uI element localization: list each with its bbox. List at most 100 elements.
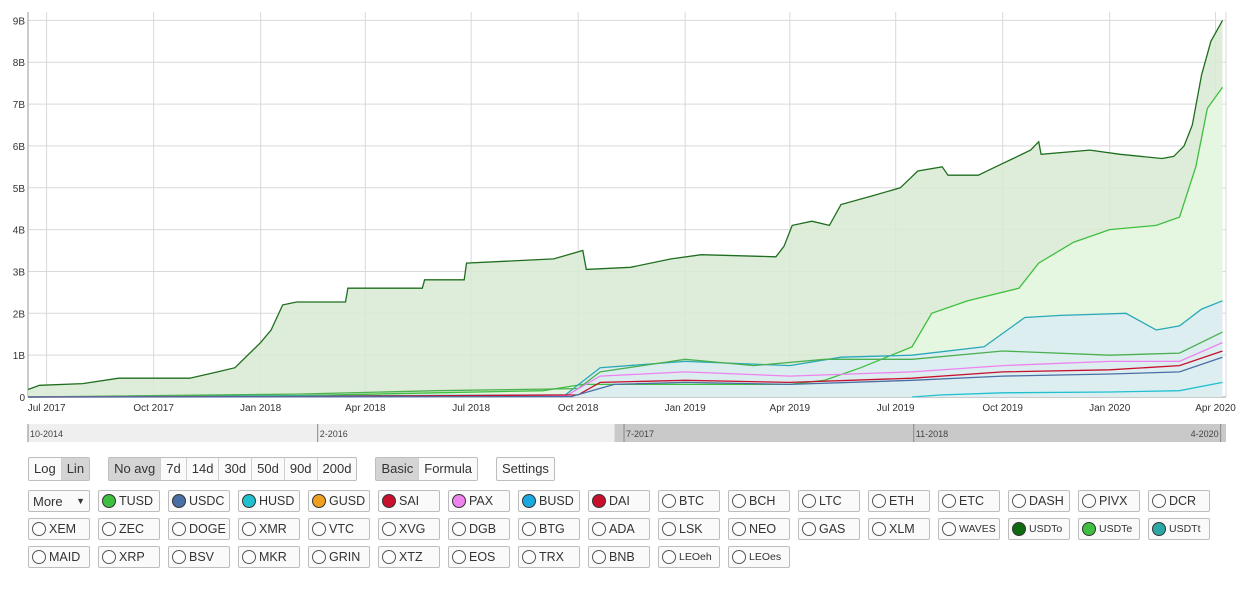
navigator-label: 7-2017 [626,429,654,439]
x-tick-label: Oct 2017 [133,403,174,414]
coin-toggle-trx[interactable]: TRX [518,546,580,568]
coin-label: NEO [749,522,777,536]
coin-toggle-gas[interactable]: GAS [798,518,860,540]
coin-label: HUSD [259,494,295,508]
scale-log-button[interactable]: Log [29,458,62,480]
coin-label: TUSD [119,494,154,508]
coin-toggle-leoes[interactable]: LEOes [728,546,790,568]
coin-toggle-neo[interactable]: NEO [728,518,790,540]
navigator-label: 4-2020 [1191,429,1219,439]
coin-toggle-eos[interactable]: EOS [448,546,510,568]
area-usdtt [28,300,1223,397]
radio-icon [1012,522,1026,536]
coin-selector: More ▼ TUSD USDC HUSD GUSD SAI PAX BUSD DAI BTC BCH… [28,490,1228,574]
coin-toggle-xem[interactable]: XEM [28,518,90,540]
avg-50d-button[interactable]: 50d [252,458,285,480]
area-usdto [28,20,1223,398]
coin-toggle-btg[interactable]: BTG [518,518,580,540]
avg-no-avg-button[interactable]: No avg [109,458,162,480]
coin-label: XTZ [399,550,423,564]
coin-toggle-etc[interactable]: ETC [938,490,1000,512]
coin-label: WAVES [959,523,996,535]
radio-icon [662,550,676,564]
avg-7d-button[interactable]: 7d [161,458,187,480]
coin-toggle-sai[interactable]: SAI [378,490,440,512]
mode-basic-button[interactable]: Basic [376,458,420,480]
average-toggle: No avg 7d 14d 30d 50d 90d 200d [108,457,358,481]
radio-icon [1082,522,1096,536]
x-tick-label: Apr 2018 [345,403,386,414]
coin-label: XEM [49,522,77,536]
coin-label: MAID [49,550,81,564]
coin-toggle-xmr[interactable]: XMR [238,518,300,540]
settings-button[interactable]: Settings [501,461,549,476]
mode-formula-button[interactable]: Formula [424,461,472,476]
coin-toggle-ltc[interactable]: LTC [798,490,860,512]
coin-row: MAID XRP BSV MKR GRIN XTZ EOS TRX BNB LEOeh LEOes [28,546,1228,568]
radio-icon [662,522,676,536]
radio-icon [732,522,746,536]
y-tick-label: 0 [19,393,25,404]
coin-toggle-usdte[interactable]: USDTe [1078,518,1140,540]
coin-toggle-pax[interactable]: PAX [448,490,510,512]
coin-toggle-xtz[interactable]: XTZ [378,546,440,568]
line-usdto [27,20,1224,391]
radio-icon [942,494,956,508]
coin-toggle-leoeh[interactable]: LEOeh [658,546,720,568]
navigator-selection[interactable] [614,424,1226,442]
coin-toggle-bch[interactable]: BCH [728,490,790,512]
radio-icon [732,550,746,564]
scale-toggle: Log Lin [28,457,91,481]
coin-toggle-btc[interactable]: BTC [658,490,720,512]
y-tick-label: 3B [13,267,26,278]
coin-toggle-ada[interactable]: ADA [588,518,650,540]
coin-toggle-xrp[interactable]: XRP [98,546,160,568]
radio-icon [172,522,186,536]
coin-toggle-xvg[interactable]: XVG [378,518,440,540]
coin-toggle-eth[interactable]: ETH [868,490,930,512]
avg-14d-button[interactable]: 14d [187,458,220,480]
coin-toggle-maid[interactable]: MAID [28,546,90,568]
coin-toggle-busd[interactable]: BUSD [518,490,580,512]
coin-toggle-doge[interactable]: DOGE [168,518,230,540]
radio-icon [872,494,886,508]
avg-90d-button[interactable]: 90d [285,458,318,480]
coin-toggle-pivx[interactable]: PIVX [1078,490,1140,512]
coin-toggle-dgb[interactable]: DGB [448,518,510,540]
radio-icon [312,494,326,508]
coin-toggle-mkr[interactable]: MKR [238,546,300,568]
coin-toggle-dcr[interactable]: DCR [1148,490,1210,512]
coin-toggle-husd[interactable]: HUSD [238,490,300,512]
more-dropdown[interactable]: More ▼ [28,490,90,512]
coin-toggle-usdto[interactable]: USDTo [1008,518,1070,540]
coin-toggle-xlm[interactable]: XLM [868,518,930,540]
coin-toggle-lsk[interactable]: LSK [658,518,720,540]
coin-toggle-waves[interactable]: WAVES [938,518,1000,540]
coin-toggle-bsv[interactable]: BSV [168,546,230,568]
coin-toggle-grin[interactable]: GRIN [308,546,370,568]
radio-icon [102,550,116,564]
coin-label: LEOeh [679,551,712,563]
coin-label: VTC [329,522,354,536]
coin-toggle-dash[interactable]: DASH [1008,490,1070,512]
radio-icon [1152,522,1166,536]
x-tick-label: Jan 2018 [240,403,282,414]
coin-toggle-usdtt[interactable]: USDTt [1148,518,1210,540]
coin-toggle-usdc[interactable]: USDC [168,490,230,512]
coin-toggle-zec[interactable]: ZEC [98,518,160,540]
coin-toggle-tusd[interactable]: TUSD [98,490,160,512]
radio-icon [592,494,606,508]
avg-30d-button[interactable]: 30d [219,458,253,480]
coin-toggle-dai[interactable]: DAI [588,490,650,512]
radio-icon [522,494,536,508]
radio-icon [452,550,466,564]
radio-icon [802,522,816,536]
range-navigator[interactable]: 10-2014 2-2016 7-2017 11-2018 4-2020 [0,420,1248,446]
coin-toggle-bnb[interactable]: BNB [588,546,650,568]
settings-group: Settings [495,457,555,481]
avg-200d-button[interactable]: 200d [322,461,352,476]
coin-toggle-vtc[interactable]: VTC [308,518,370,540]
radio-icon [102,494,116,508]
scale-lin-button[interactable]: Lin [61,458,90,480]
coin-toggle-gusd[interactable]: GUSD [308,490,370,512]
